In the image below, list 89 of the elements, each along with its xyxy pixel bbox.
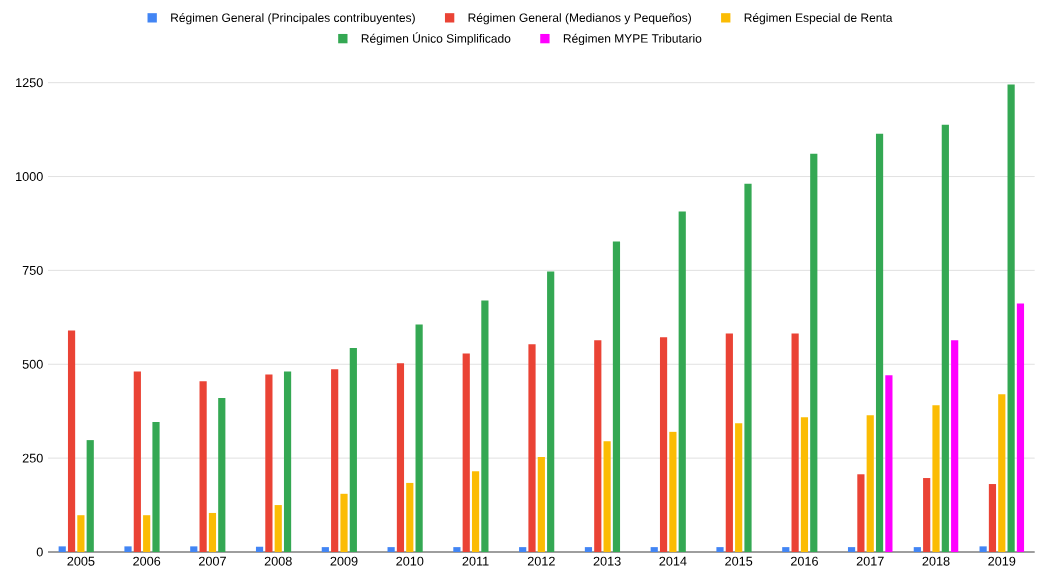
bar [190,546,198,552]
x-tick-label: 2019 [988,556,1016,566]
bar [471,471,480,552]
x-tick-label: 2014 [659,556,687,566]
bar [331,369,339,552]
bar [86,440,94,552]
bar [725,333,733,552]
bar [913,547,921,552]
bar [547,271,555,552]
bar [988,484,997,552]
bar [650,547,658,552]
bar [255,546,264,552]
bar [791,333,799,552]
x-tick-label: 2011 [462,556,489,566]
x-tick-label: 2005 [67,556,95,566]
x-tick-label: 2006 [133,556,161,566]
y-tick-label: 1000 [16,172,43,182]
bar [998,394,1006,552]
bar [669,431,677,552]
bar [199,381,207,552]
bar [866,415,874,552]
bar [932,405,940,552]
bar [782,547,790,552]
bar [875,133,884,552]
bar [340,493,348,552]
bar [58,546,66,552]
bar [584,547,593,552]
bar [537,457,545,552]
x-tick-label: 2015 [725,556,753,566]
bar [77,515,85,552]
y-tick-label: 1250 [16,78,43,88]
y-tick-label: 0 [36,547,43,557]
legend-label: Régimen General (Medianos y Pequeños) [468,12,691,25]
bar [143,515,151,552]
bar [67,330,76,552]
x-tick-label: 2009 [330,556,358,566]
bar [979,546,987,552]
y-tick-label: 750 [22,265,43,275]
bar [594,340,602,552]
bar [735,423,743,552]
x-tick-label: 2017 [856,556,884,566]
bar [133,371,141,552]
bar [321,547,329,552]
bar [659,337,668,552]
bar [885,375,893,552]
bar [528,344,536,552]
x-tick-label: 2008 [264,556,292,566]
bar [603,441,611,552]
bar [481,300,489,552]
legend-label: Régimen Especial de Renta [744,12,893,25]
bar [387,547,395,552]
bar [218,398,226,552]
x-tick-label: 2012 [527,556,555,566]
bar [951,340,959,552]
x-tick-label: 2007 [198,556,226,566]
bar [800,417,809,552]
bar [462,353,470,552]
y-tick-label: 250 [22,453,43,463]
bar [124,546,132,552]
bar [941,124,949,552]
bar [678,211,686,552]
bar [152,422,160,552]
x-tick-label: 2010 [396,556,424,566]
x-tick-label: 2018 [922,556,950,566]
x-tick-label: 2016 [790,556,818,566]
bar [612,241,621,552]
legend-label: Régimen MYPE Tributario [563,33,702,46]
bar [1016,303,1025,552]
y-tick-label: 500 [22,359,43,369]
bar [810,153,818,552]
bar [349,348,357,552]
bar [744,183,752,552]
legend-label: Régimen Único Simplificado [361,32,511,46]
bar [415,324,423,552]
bar [519,547,527,552]
bar [923,478,931,552]
x-tick-label: 2013 [593,556,621,566]
bar [265,374,273,552]
bar [453,547,461,552]
bar [208,512,217,552]
bar [406,482,414,552]
bar [1007,84,1015,552]
bar [283,371,292,552]
legend-label: Régimen General (Principales contribuyentes) [171,12,415,25]
bar [857,474,865,552]
bar [716,547,724,552]
bar [274,505,282,552]
bar [847,547,856,552]
bar [396,363,405,552]
